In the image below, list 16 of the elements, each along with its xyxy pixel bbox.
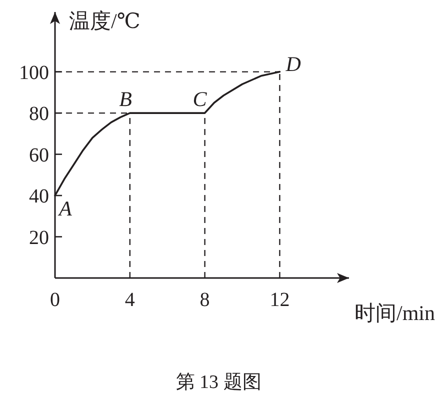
y-tick-label: 60 xyxy=(29,144,49,166)
annotation: B xyxy=(119,87,132,112)
x-tick-label: 12 xyxy=(270,289,290,311)
annotation: A xyxy=(57,196,72,221)
x-axis-title: 时间/min xyxy=(354,301,436,325)
y-axis-title: 温度/℃ xyxy=(69,9,140,33)
x-tick-label: 0 xyxy=(50,289,60,311)
y-tick-label: 100 xyxy=(19,62,49,84)
x-tick-label: 8 xyxy=(200,289,210,311)
text: 第 13 题图 xyxy=(176,372,262,393)
y-tick-label: 20 xyxy=(29,226,49,249)
y-tick-label: 40 xyxy=(29,186,49,208)
y-tick-label: 80 xyxy=(29,103,49,126)
annotation: C xyxy=(192,87,208,112)
x-tick-label: 4 xyxy=(124,289,135,311)
annotation: D xyxy=(284,52,301,76)
